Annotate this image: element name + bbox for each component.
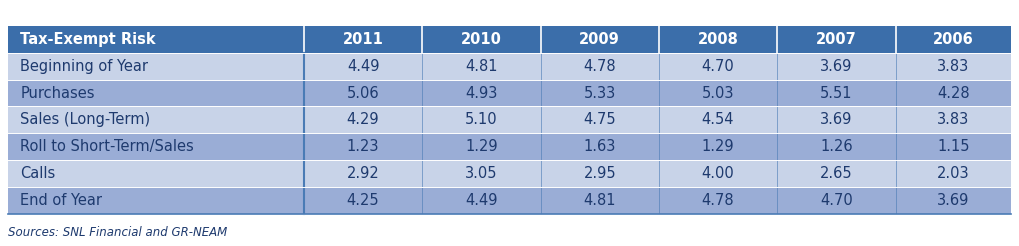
Text: 3.83: 3.83 [937, 112, 969, 127]
Text: 2011: 2011 [342, 32, 383, 47]
Bar [304, 133, 422, 160]
Bar [541, 26, 659, 53]
Bar [659, 53, 777, 80]
Bar [896, 26, 1011, 53]
Text: 4.81: 4.81 [584, 193, 616, 208]
Text: 4.28: 4.28 [936, 86, 969, 101]
Bar [8, 53, 304, 80]
Text: Calls: Calls [20, 166, 56, 181]
Bar [659, 187, 777, 214]
Text: 4.54: 4.54 [702, 112, 735, 127]
Bar [8, 133, 304, 160]
Text: 2.92: 2.92 [346, 166, 379, 181]
Bar [8, 187, 304, 214]
Text: 5.51: 5.51 [820, 86, 853, 101]
Bar [304, 187, 422, 214]
Text: 3.69: 3.69 [937, 193, 969, 208]
Bar [8, 107, 304, 133]
Bar [777, 133, 896, 160]
Text: 4.78: 4.78 [702, 193, 735, 208]
Text: 1.26: 1.26 [820, 139, 853, 154]
Bar [422, 160, 541, 187]
Bar [304, 80, 422, 107]
Bar [896, 53, 1011, 80]
Bar [304, 160, 422, 187]
Bar [896, 187, 1011, 214]
Bar [541, 133, 659, 160]
Text: 2.95: 2.95 [584, 166, 616, 181]
Text: 2.03: 2.03 [936, 166, 969, 181]
Text: 4.25: 4.25 [346, 193, 379, 208]
Text: 4.70: 4.70 [820, 193, 853, 208]
Bar [304, 107, 422, 133]
Text: Roll to Short-Term/Sales: Roll to Short-Term/Sales [20, 139, 195, 154]
Text: 4.93: 4.93 [466, 86, 497, 101]
Bar [422, 53, 541, 80]
Bar [422, 107, 541, 133]
Bar [777, 107, 896, 133]
Bar [8, 160, 304, 187]
Text: 1.29: 1.29 [702, 139, 735, 154]
Bar [896, 133, 1011, 160]
Text: 5.03: 5.03 [702, 86, 735, 101]
Text: 4.49: 4.49 [346, 59, 379, 74]
Bar [659, 160, 777, 187]
Text: 4.70: 4.70 [702, 59, 735, 74]
Text: 2009: 2009 [580, 32, 621, 47]
Text: 4.49: 4.49 [466, 193, 497, 208]
Text: 4.00: 4.00 [702, 166, 735, 181]
Text: 4.75: 4.75 [584, 112, 616, 127]
Bar [777, 80, 896, 107]
Bar [541, 80, 659, 107]
Text: Sources: SNL Financial and GR-NEAM: Sources: SNL Financial and GR-NEAM [8, 226, 227, 239]
Bar [422, 80, 541, 107]
Bar [422, 133, 541, 160]
Bar [541, 107, 659, 133]
Bar [896, 107, 1011, 133]
Text: 5.33: 5.33 [584, 86, 615, 101]
Bar [541, 160, 659, 187]
Text: 1.63: 1.63 [584, 139, 615, 154]
Text: 4.81: 4.81 [466, 59, 497, 74]
Text: Sales (Long-Term): Sales (Long-Term) [20, 112, 151, 127]
Text: 2006: 2006 [932, 32, 973, 47]
Bar [777, 53, 896, 80]
Text: 3.83: 3.83 [937, 59, 969, 74]
Bar [304, 26, 422, 53]
Bar [422, 187, 541, 214]
Text: 3.69: 3.69 [820, 112, 853, 127]
Text: 1.29: 1.29 [465, 139, 497, 154]
Bar [541, 53, 659, 80]
Text: 2007: 2007 [816, 32, 857, 47]
Text: 5.10: 5.10 [465, 112, 497, 127]
Bar [896, 160, 1011, 187]
Bar [777, 26, 896, 53]
Bar [659, 107, 777, 133]
Text: 3.05: 3.05 [466, 166, 497, 181]
Text: 1.23: 1.23 [346, 139, 379, 154]
Bar [8, 26, 304, 53]
Text: 4.78: 4.78 [584, 59, 616, 74]
Text: Beginning of Year: Beginning of Year [20, 59, 149, 74]
Bar [659, 26, 777, 53]
Bar [777, 187, 896, 214]
Bar [659, 133, 777, 160]
Text: Purchases: Purchases [20, 86, 95, 101]
Text: 3.69: 3.69 [820, 59, 853, 74]
Bar [896, 80, 1011, 107]
Bar [8, 80, 304, 107]
Bar [541, 187, 659, 214]
Text: 2.65: 2.65 [820, 166, 853, 181]
Text: 4.29: 4.29 [346, 112, 379, 127]
Bar [304, 53, 422, 80]
Text: 5.06: 5.06 [346, 86, 379, 101]
Bar [422, 26, 541, 53]
Text: Tax-Exempt Risk: Tax-Exempt Risk [20, 32, 156, 47]
Text: 2010: 2010 [461, 32, 502, 47]
Text: 2008: 2008 [698, 32, 739, 47]
Bar [777, 160, 896, 187]
Text: End of Year: End of Year [20, 193, 102, 208]
Bar [659, 80, 777, 107]
Text: 1.15: 1.15 [936, 139, 969, 154]
